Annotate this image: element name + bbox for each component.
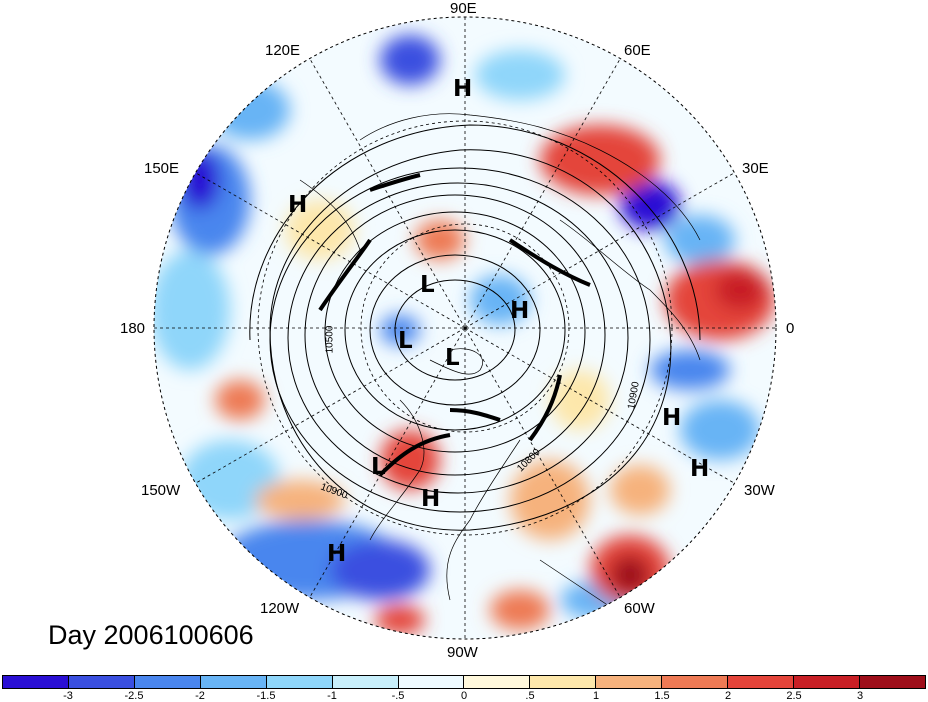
high-pressure-marker: H [662, 405, 682, 431]
graticule [154, 17, 776, 639]
colorbar-segment [332, 676, 399, 688]
lon-label-90w: 90W [447, 644, 478, 661]
high-pressure-marker: H [327, 541, 347, 567]
colorbar-tick-label: -1.5 [256, 690, 276, 702]
colorbar-segment [398, 676, 465, 688]
colorbar-segment [596, 676, 663, 688]
colorbar-segment [68, 676, 135, 688]
contour-label: 10500 [324, 325, 336, 354]
polar-stereographic-map [153, 16, 777, 640]
lon-label-60e: 60E [624, 42, 651, 59]
colorbar-segment [794, 676, 860, 688]
colorbar-tick-label: -2 [195, 690, 205, 702]
low-pressure-marker: L [445, 345, 460, 371]
height-contours [249, 124, 701, 531]
lon-label-120w: 120W [260, 600, 300, 617]
map-boundary [153, 16, 777, 640]
lon-label-0: 0 [786, 320, 795, 337]
lon-label-150e: 150E [144, 160, 180, 177]
high-pressure-marker: H [690, 456, 710, 482]
lon-label-150w: 150W [141, 482, 181, 499]
colorbar-tick-label: 1.5 [654, 690, 670, 702]
colorbar [2, 675, 926, 689]
high-pressure-marker: H [453, 76, 473, 102]
colorbar-segment [134, 676, 201, 688]
lon-label-60w: 60W [624, 600, 655, 617]
lon-label-30e: 30E [742, 160, 769, 177]
low-pressure-marker: L [420, 272, 435, 298]
colorbar-segment [266, 676, 333, 688]
colorbar-tick-label: 2 [724, 690, 732, 702]
colorbar-tick-label: .5 [525, 690, 535, 702]
colorbar-tick-label: 0 [460, 690, 468, 702]
high-pressure-marker: H [510, 298, 530, 324]
colorbar-tick-label: -3 [63, 690, 73, 702]
colorbar-tick-label: -2.5 [124, 690, 144, 702]
colorbar-segment [530, 676, 597, 688]
date-title: Day 2006100606 [48, 620, 254, 650]
colorbar-tick-label: 2.5 [786, 690, 802, 702]
high-pressure-marker: H [288, 192, 308, 218]
low-pressure-marker: L [371, 454, 386, 480]
colorbar-segment [728, 676, 795, 688]
lon-label-30w: 30W [744, 482, 775, 499]
jet-streaks [318, 173, 591, 477]
colorbar-tick-label: -.5 [391, 690, 405, 702]
colorbar-segment [464, 676, 531, 688]
lon-label-90e: 90E [450, 0, 477, 17]
colorbar-segment [3, 676, 69, 688]
low-pressure-marker: L [398, 328, 413, 354]
colorbar-tick-label: 1 [592, 690, 600, 702]
colorbar-tick-label: -1 [327, 690, 337, 702]
colorbar-segment [662, 676, 729, 688]
colorbar-segment [200, 676, 267, 688]
colorbar-tick-label: 3 [856, 690, 864, 702]
lon-label-120e: 120E [265, 42, 301, 59]
lon-label-180: 180 [120, 320, 146, 337]
high-pressure-marker: H [421, 486, 441, 512]
colorbar-segment [859, 676, 925, 688]
